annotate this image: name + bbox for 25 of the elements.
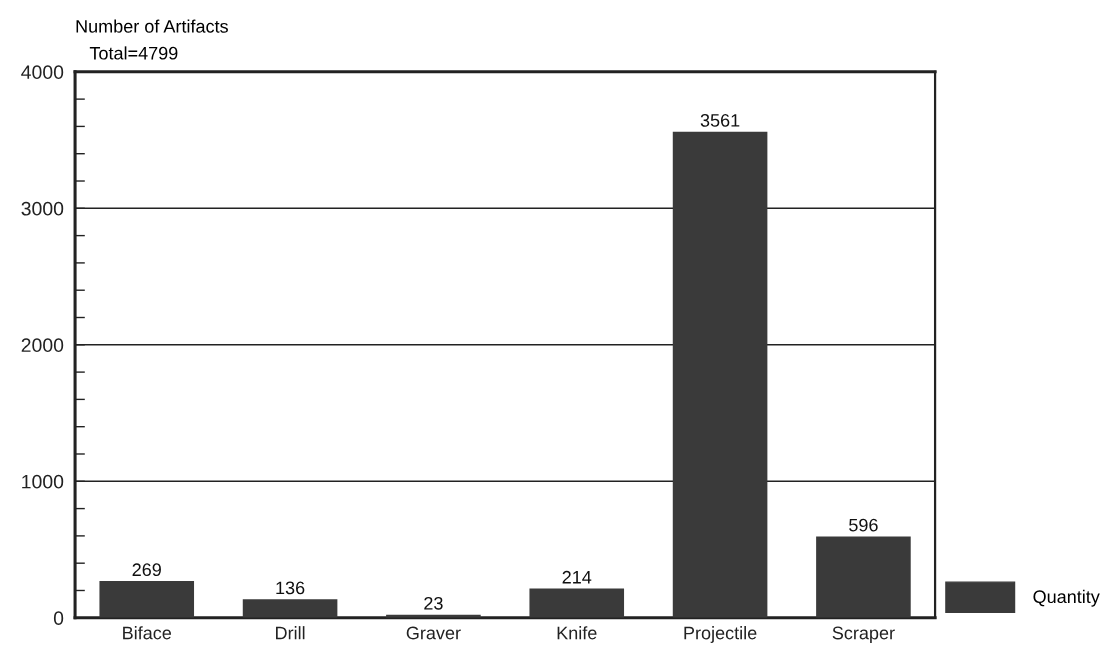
x-tick-label: Projectile [684, 626, 757, 643]
y-tick-label: 2000 [21, 338, 64, 353]
data-label: 269 [132, 563, 161, 577]
data-label: 596 [849, 518, 878, 532]
bar [672, 131, 768, 618]
text: Total=4799 [89, 46, 178, 60]
bar [816, 536, 911, 618]
bar [529, 588, 625, 618]
bar [99, 581, 195, 618]
bar [242, 599, 338, 618]
x-tick-label: Drill [276, 626, 305, 640]
legend-label: Quantity [1033, 589, 1100, 607]
y-tick-label: 1000 [22, 474, 64, 489]
y-tick-label: 0 [53, 611, 64, 626]
x-tick-label: Knife [557, 626, 597, 640]
data-label: 136 [276, 581, 305, 595]
y-tick-label: 4000 [21, 65, 64, 80]
data-label: 3561 [700, 114, 740, 127]
y-tick-label: 3000 [21, 201, 64, 216]
x-tick-label: Graver [406, 626, 461, 640]
x-tick-label: Biface [123, 626, 172, 640]
y-axis-title: Number of Artifacts [76, 19, 228, 33]
x-tick-label: Scraper [832, 626, 895, 643]
data-label: 23 [424, 596, 443, 610]
data-label: 214 [562, 570, 592, 584]
